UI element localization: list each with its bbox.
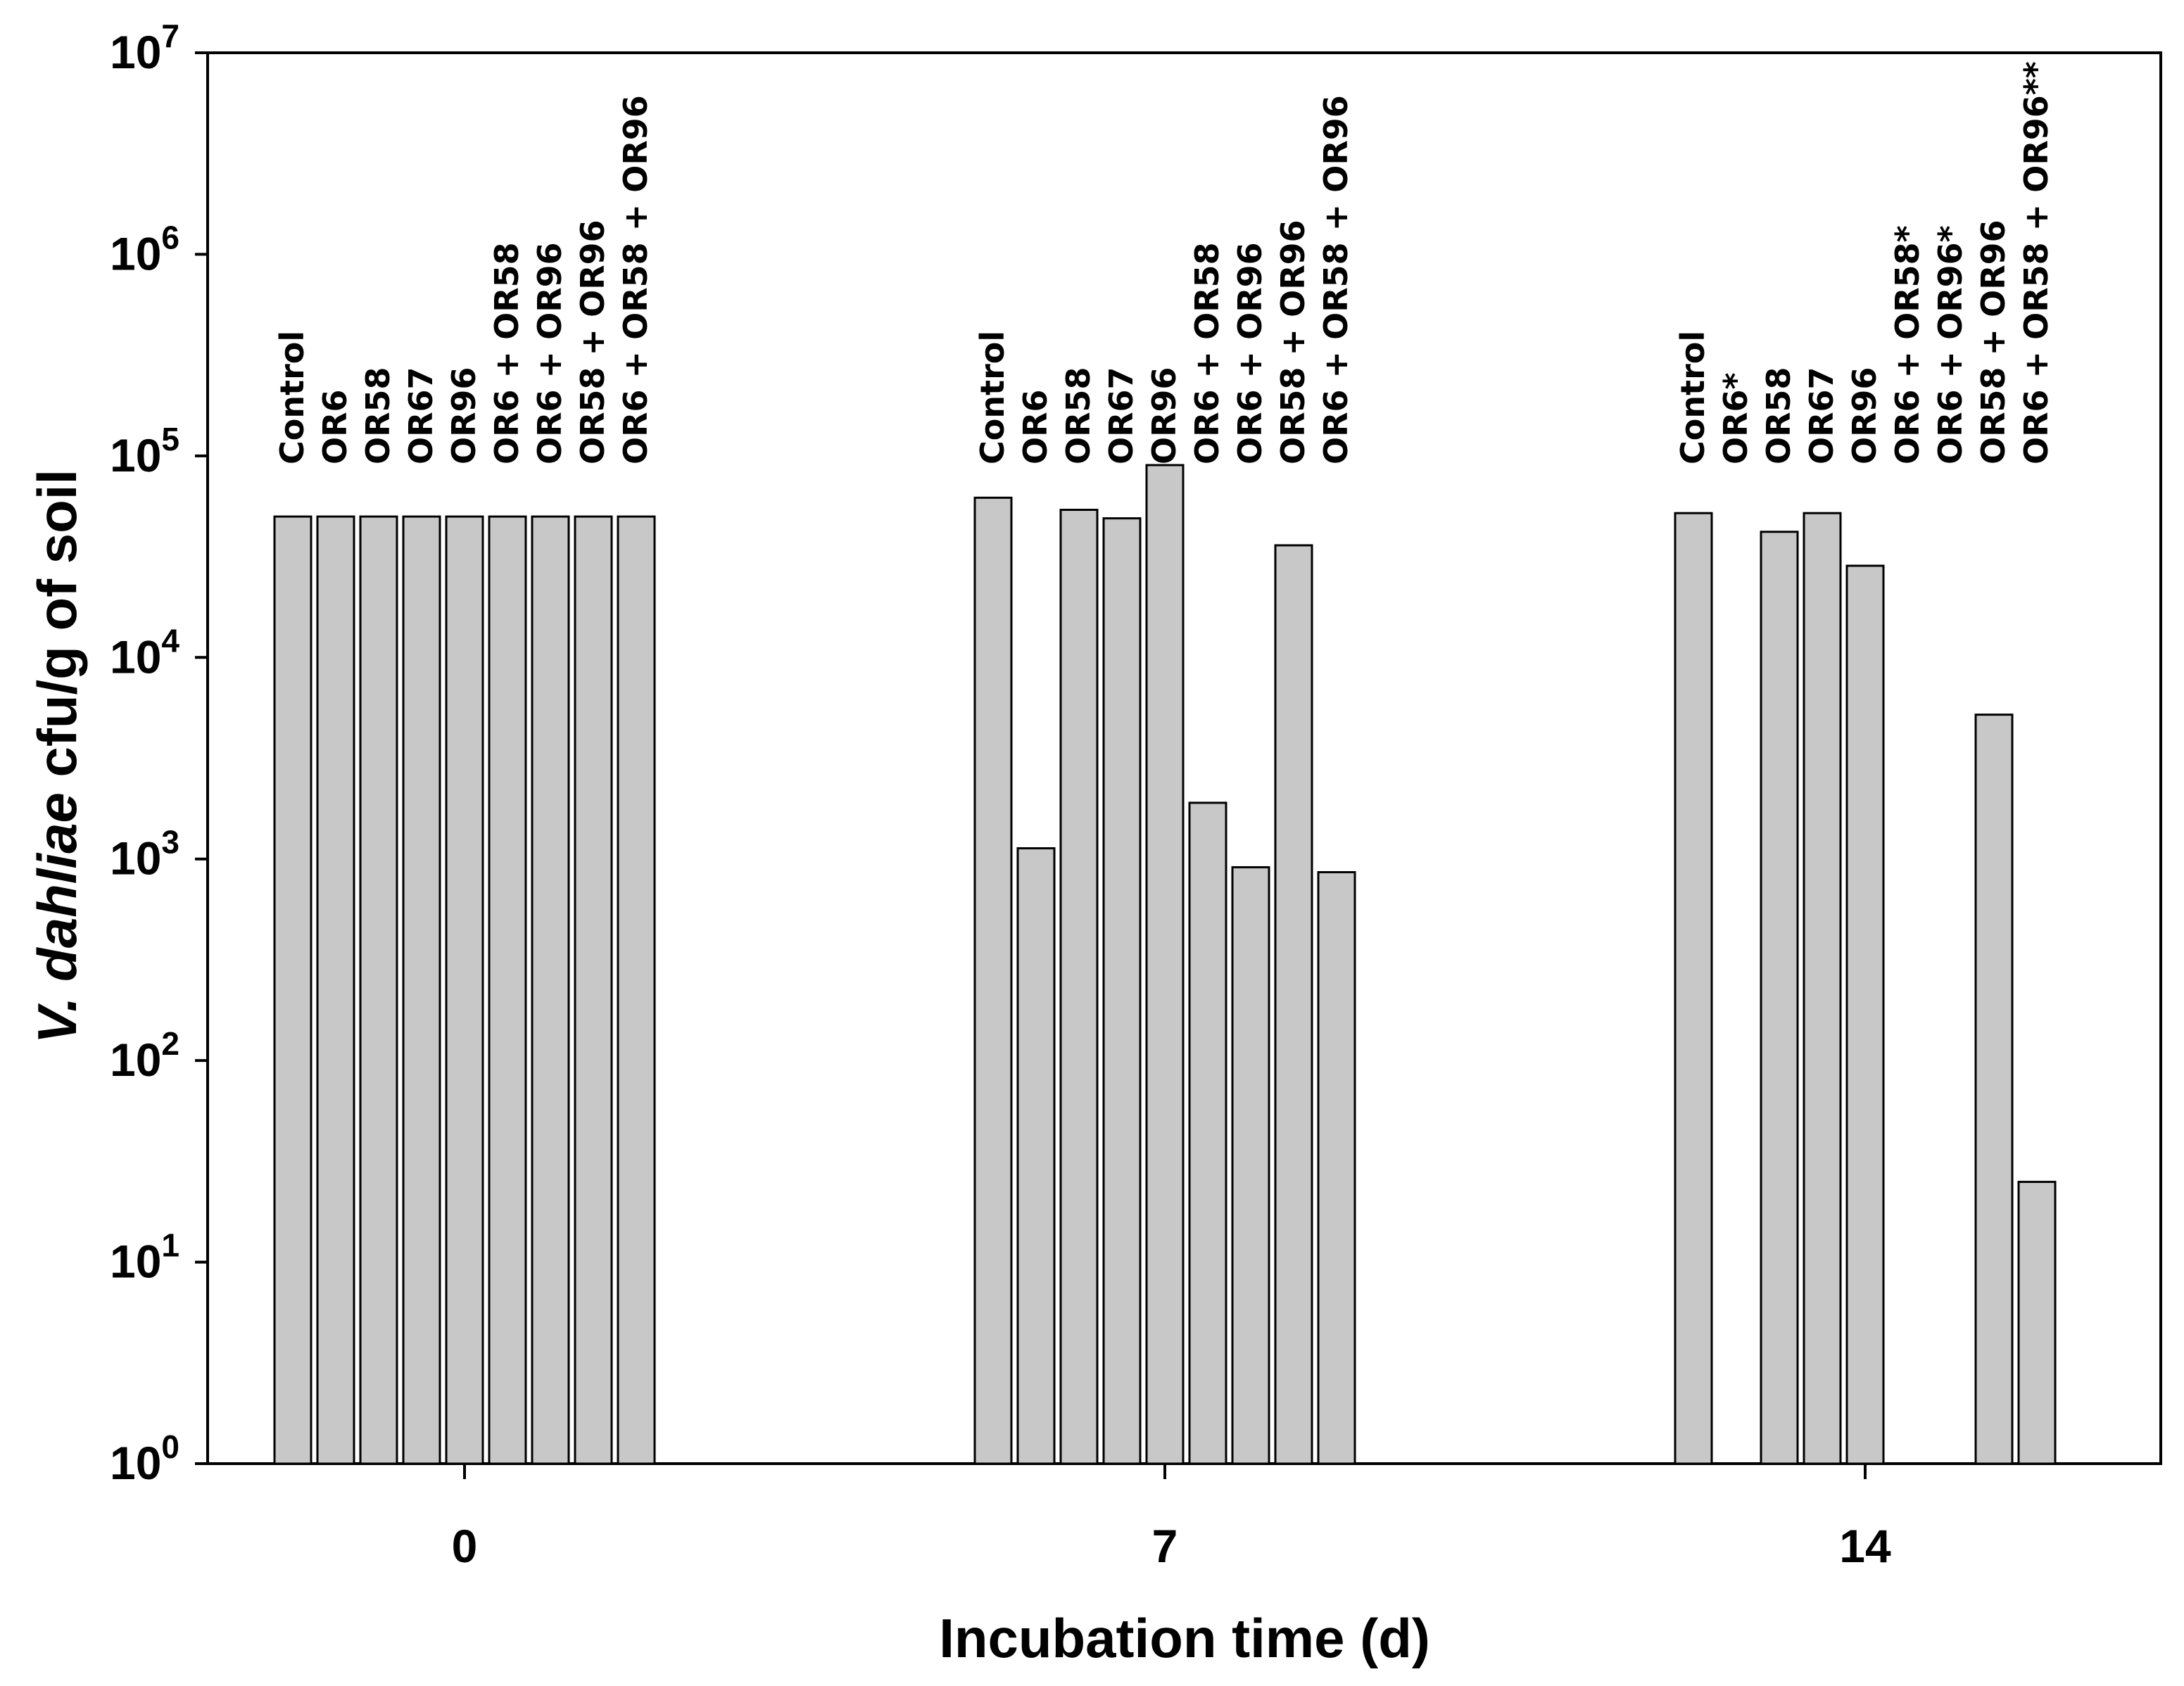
- bar: [359, 515, 398, 1465]
- bar: [273, 515, 313, 1465]
- y-tick-label: 101: [110, 1227, 179, 1288]
- bar-labels: Control OR6 OR58 OR67 OR96 OR6 + OR58 OR6 + OR…: [273, 61, 2055, 464]
- bar-label: OR6 + OR58 + OR96: [1317, 95, 1355, 464]
- bar-label: Control: [273, 331, 311, 464]
- bar-label: OR6 + OR58: [1188, 242, 1226, 464]
- bar-label: OR6 + OR58 + OR96**: [2017, 61, 2055, 464]
- bar-label: OR58: [359, 367, 397, 464]
- bar: [1188, 801, 1227, 1465]
- bar: [1845, 564, 1885, 1465]
- bar: [488, 515, 527, 1465]
- bar-label: OR58: [1059, 367, 1097, 464]
- y-tick-base: 10: [110, 1236, 161, 1288]
- bar: [617, 515, 656, 1465]
- bar-label: OR58: [1760, 367, 1798, 464]
- bar-label: OR96: [1145, 367, 1183, 464]
- bar-label: OR58 + OR96: [1974, 220, 2012, 464]
- y-tick-base: 10: [110, 429, 161, 481]
- x-axis: 0 7 14: [452, 1464, 1891, 1572]
- bar: [531, 515, 570, 1465]
- y-tick-label: 105: [110, 421, 179, 481]
- bar: [1274, 544, 1313, 1465]
- bar: [574, 515, 613, 1465]
- x-tick-label: 14: [1839, 1520, 1891, 1572]
- y-tick-label: 104: [110, 622, 179, 683]
- y-tick-label: 102: [110, 1025, 179, 1086]
- bar: [1231, 866, 1270, 1465]
- bar-label: OR6 + OR58*: [1888, 225, 1926, 464]
- bar-label: OR67: [402, 367, 440, 464]
- bar-label: OR6 + OR96*: [1931, 225, 1969, 464]
- y-tick-exponent: 3: [161, 824, 179, 861]
- bar-label: OR6*: [1717, 372, 1755, 464]
- x-tick-label: 0: [452, 1520, 478, 1572]
- bar: [1674, 512, 1713, 1465]
- y-axis-title-rest: cfu/g of soil: [26, 469, 88, 792]
- bar: [402, 515, 441, 1465]
- y-tick-base: 10: [110, 832, 161, 885]
- bar: [1102, 517, 1142, 1465]
- bar-label: OR6 + OR58: [488, 242, 526, 464]
- y-axis-title-italic: V. dahliae: [26, 792, 88, 1044]
- bar: [1317, 870, 1356, 1465]
- bar: [316, 515, 355, 1465]
- bar: [1059, 509, 1099, 1465]
- bars: [273, 464, 2057, 1465]
- bar-label: OR6: [1016, 389, 1054, 464]
- y-tick-base: 10: [110, 26, 161, 78]
- y-tick-exponent: 6: [161, 219, 179, 255]
- y-tick-base: 10: [110, 1437, 161, 1489]
- bar: [1760, 531, 1799, 1465]
- bar-label: Control: [1674, 331, 1712, 464]
- bar: [973, 496, 1013, 1465]
- y-tick-exponent: 1: [161, 1227, 179, 1264]
- y-tick-label: 100: [110, 1428, 179, 1489]
- y-tick-exponent: 5: [161, 421, 179, 457]
- y-tick-label: 107: [110, 18, 179, 78]
- y-tick-exponent: 0: [161, 1428, 179, 1465]
- bar: [2017, 1181, 2057, 1465]
- y-tick-exponent: 7: [161, 18, 179, 54]
- y-tick-exponent: 2: [161, 1025, 179, 1062]
- x-axis-title: Incubation time (d): [939, 1607, 1430, 1669]
- bar: [1145, 464, 1185, 1465]
- y-axis-title: V. dahliae cfu/g of soil: [26, 469, 88, 1044]
- bar-label: OR58 + OR96: [1274, 220, 1312, 464]
- y-tick-label: 106: [110, 219, 179, 279]
- y-tick-base: 10: [110, 1034, 161, 1086]
- bar-label: OR6 + OR96: [1231, 242, 1269, 464]
- bar-label: OR6 + OR58 + OR96: [617, 95, 655, 464]
- bar: [1803, 512, 1842, 1465]
- y-tick-exponent: 4: [161, 622, 179, 659]
- bar-label: OR6 + OR96: [531, 242, 569, 464]
- bar-label: OR67: [1102, 367, 1140, 464]
- bar: [1016, 847, 1056, 1465]
- y-tick-base: 10: [110, 630, 161, 683]
- x-tick-label: 7: [1152, 1520, 1178, 1572]
- y-tick-label: 103: [110, 824, 179, 885]
- bar-label: OR96: [445, 367, 483, 464]
- bar-label: OR6: [316, 389, 354, 464]
- bar-label: OR58 + OR96: [574, 220, 612, 464]
- bar-label: Control: [973, 331, 1011, 464]
- bar: [445, 515, 484, 1465]
- y-tick-base: 10: [110, 227, 161, 279]
- bar: [1974, 714, 2014, 1465]
- bar-label: OR67: [1803, 367, 1841, 464]
- bar-label: OR96: [1845, 367, 1883, 464]
